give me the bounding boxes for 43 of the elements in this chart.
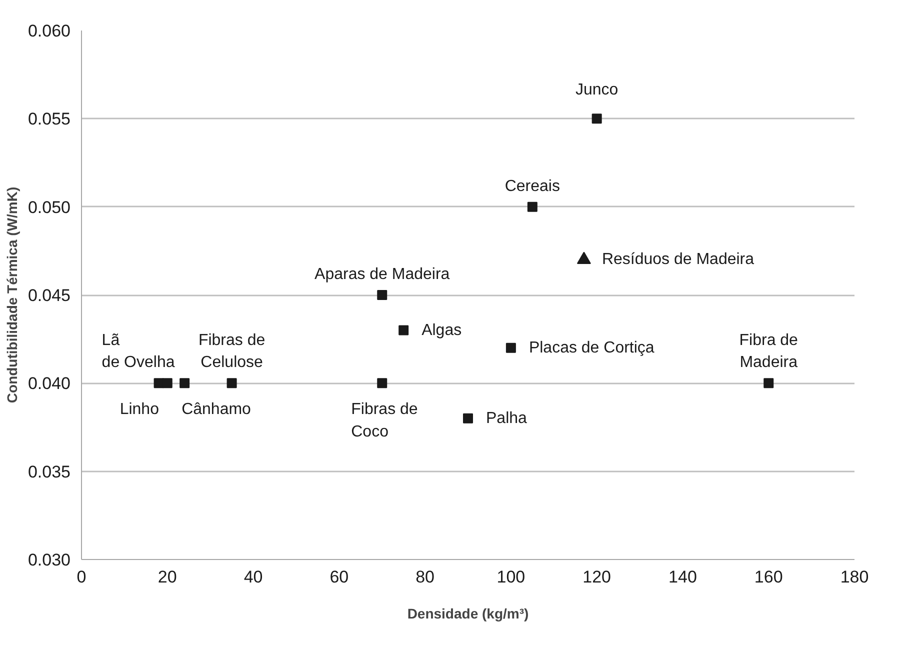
annotation: Fibra de Madeira (739, 332, 798, 372)
annotation: Fibras de Celulose (198, 332, 266, 372)
point (398, 325, 409, 336)
y-tick-label: 0.035 (28, 462, 71, 482)
annotation: Resíduos de Madeira (602, 251, 754, 268)
point (377, 290, 388, 300)
point (226, 378, 237, 388)
annotation: Junco (575, 82, 618, 99)
y-axis-title: Condutibilidade Térmica (W/mK) (4, 186, 20, 404)
annotation: Cânhamo (182, 401, 252, 418)
point (527, 202, 538, 212)
y-tick-label: 0.040 (28, 374, 71, 394)
point (764, 378, 774, 388)
y-tick-label: 0.050 (28, 198, 71, 217)
x-tick-label: 80 (416, 568, 435, 586)
point (506, 342, 516, 353)
x-tick-label: 100 (496, 568, 526, 586)
x-tick-label: 120 (582, 568, 612, 586)
point (592, 114, 602, 124)
x-tick-label: 40 (244, 568, 263, 586)
x-tick-label: 180 (840, 568, 869, 586)
annotation: Cereais (504, 178, 560, 195)
annotation: Placas de Cortiça (528, 339, 654, 356)
point (180, 378, 190, 388)
y-tick-label: 0.060 (28, 22, 71, 40)
annotation: Lã de Ovelha (102, 332, 175, 372)
x-tick-label: 0 (76, 568, 86, 586)
annotation: Aparas de Madeira (314, 266, 450, 283)
y-tick-label: 0.030 (28, 550, 71, 570)
x-tick-label: 160 (754, 568, 783, 586)
x-tick-label: 20 (158, 568, 177, 586)
x-tick-label: 60 (330, 568, 349, 586)
y-tick-label: 0.045 (28, 286, 71, 305)
annotation: Linho (120, 401, 160, 418)
annotation: Algas (422, 322, 462, 339)
point (377, 378, 388, 388)
y-tick-label: 0.055 (28, 110, 71, 129)
annotation: Fibras de Coco (351, 401, 418, 440)
point (162, 378, 172, 388)
annotation: Palha (486, 410, 528, 427)
point (463, 413, 473, 424)
x-axis-title: Densidade (kg/m³) (407, 606, 529, 622)
x-tick-label: 140 (668, 568, 697, 586)
